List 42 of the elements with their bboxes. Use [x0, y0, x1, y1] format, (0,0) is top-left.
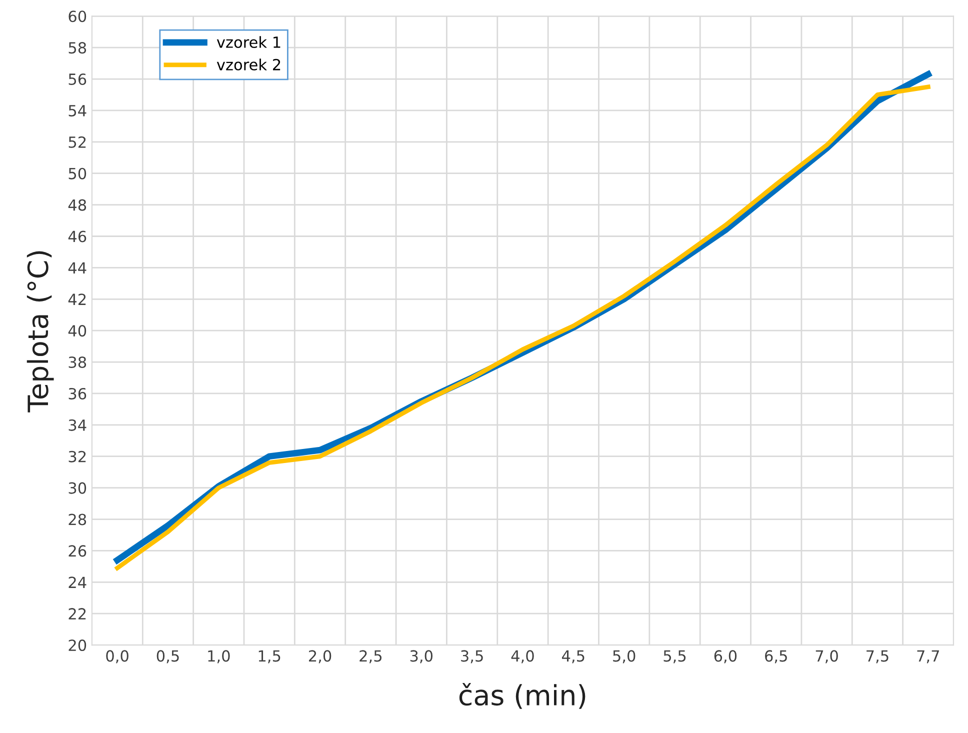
- y-tick-label: 38: [68, 356, 86, 368]
- y-tick-label: 50: [68, 168, 86, 180]
- y-tick-label: 44: [68, 262, 86, 274]
- y-tick-label: 46: [68, 230, 86, 242]
- y-tick-label: 48: [68, 199, 86, 211]
- y-tick-label: 32: [68, 450, 86, 462]
- x-tick-label: 6,5: [765, 650, 787, 664]
- x-tick-label: 2,0: [308, 650, 332, 664]
- x-tick-label: 6,0: [714, 650, 737, 664]
- x-tick-label: 5,5: [664, 650, 686, 664]
- y-tick-label: 58: [68, 42, 86, 54]
- x-tick-label: 0,5: [156, 650, 179, 664]
- y-tick-label: 36: [68, 388, 86, 400]
- x-axis-title: čas (min): [459, 683, 586, 709]
- y-tick-label: 54: [68, 105, 86, 116]
- y-tick-label: 56: [68, 73, 86, 86]
- y-tick-label: 52: [68, 136, 86, 148]
- x-tick-label: 4,0: [511, 650, 534, 664]
- y-tick-label: 34: [68, 419, 86, 431]
- y-tick-label: 20: [68, 640, 86, 652]
- legend-label: vzorek 2: [216, 58, 280, 70]
- y-tick-label: 26: [68, 545, 86, 557]
- y-axis-title: Teplota (°C): [26, 251, 54, 412]
- y-tick-label: 30: [68, 482, 86, 494]
- y-tick-label: 42: [68, 294, 86, 305]
- y-tick-label: 22: [68, 608, 86, 620]
- x-tick-label: 2,5: [360, 650, 382, 664]
- y-tick-label: 60: [68, 10, 86, 22]
- x-tick-label: 7,0: [816, 650, 838, 664]
- x-tick-label: 7,5: [866, 650, 888, 664]
- x-tick-label: 3,5: [461, 650, 483, 664]
- y-tick-label: 24: [68, 576, 86, 588]
- legend-label: vzorek 1: [216, 36, 280, 48]
- x-tick-label: 0,0: [106, 650, 128, 664]
- x-tick-label: 1,0: [208, 650, 230, 664]
- y-tick-label: 40: [68, 325, 86, 337]
- x-tick-label: 5,0: [613, 650, 636, 664]
- x-tick-label: 4,5: [562, 650, 584, 664]
- x-tick-label: 7,7: [917, 650, 939, 664]
- x-tick-label: 1,5: [258, 650, 280, 664]
- x-tick-label: 3,0: [410, 650, 432, 664]
- y-tick-label: 28: [68, 514, 86, 526]
